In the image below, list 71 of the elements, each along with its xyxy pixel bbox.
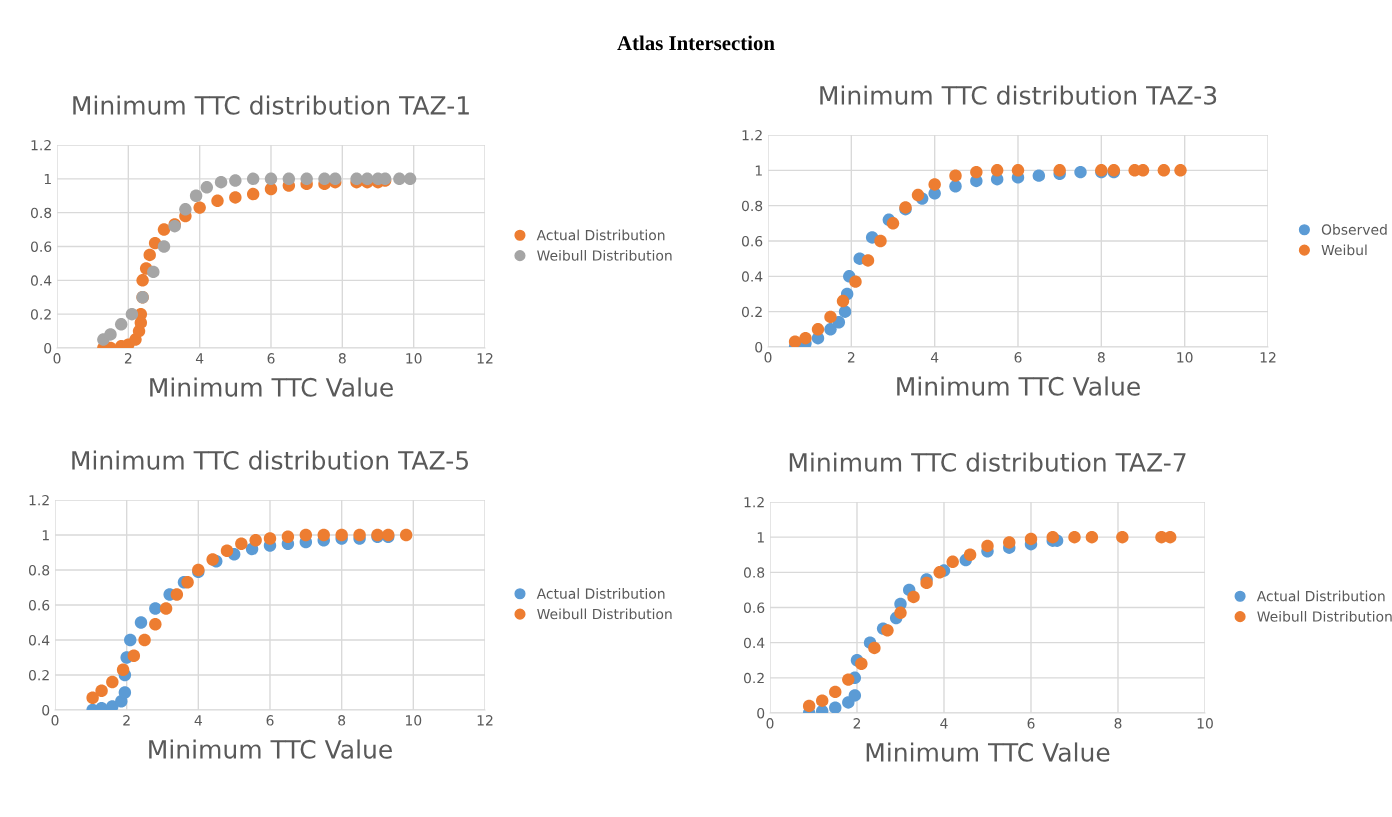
y-tick-label: 0.2 bbox=[741, 306, 762, 318]
chart-title: Minimum TTC distribution TAZ-5 bbox=[72, 450, 468, 470]
legend-label: Weibull Distribution bbox=[1257, 610, 1392, 622]
chart-title: Minimum TTC distribution TAZ-3 bbox=[820, 85, 1217, 105]
y-tick-label: 0.4 bbox=[28, 634, 50, 646]
y-tick-label: 0.4 bbox=[741, 271, 763, 282]
y-tick-label: 0.8 bbox=[741, 200, 763, 212]
x-tick-label: 6 bbox=[266, 715, 274, 726]
y-tick-label: 0.8 bbox=[30, 207, 52, 219]
legend-label: Actual Distribution bbox=[536, 588, 665, 599]
y-tick-label: 0.6 bbox=[28, 599, 50, 611]
y-tick-label: 1 bbox=[42, 530, 49, 541]
x-tick-label: 6 bbox=[1027, 718, 1035, 729]
y-tick-label: 0.8 bbox=[28, 564, 50, 576]
x-tick-label: 10 bbox=[1197, 718, 1213, 729]
x-tick-label: 2 bbox=[847, 352, 855, 363]
x-tick-label: 0 bbox=[764, 352, 772, 363]
legend-label: Actual Distribution bbox=[1256, 590, 1385, 602]
x-tick-label: 2 bbox=[124, 353, 132, 364]
y-tick-label: 0 bbox=[755, 341, 763, 353]
y-tick-label: 0.4 bbox=[743, 637, 765, 649]
x-tick-label: 10 bbox=[406, 715, 422, 726]
x-tick-label: 8 bbox=[338, 715, 346, 726]
x-tick-label: 8 bbox=[338, 353, 346, 364]
chart-title: Minimum TTC distribution TAZ-1 bbox=[73, 95, 469, 115]
x-tick-label: 12 bbox=[477, 353, 493, 364]
x-tick-label: 8 bbox=[1114, 718, 1122, 729]
y-tick-label: 0.2 bbox=[30, 309, 51, 320]
x-tick-label: 4 bbox=[194, 715, 202, 726]
y-tick-label: 1 bbox=[757, 532, 764, 543]
x-tick-label: 6 bbox=[267, 353, 275, 364]
x-tick-label: 10 bbox=[1177, 352, 1193, 363]
y-tick-label: 1 bbox=[44, 173, 51, 185]
x-tick-label: 4 bbox=[940, 718, 948, 729]
legend-label: Actual Distribution bbox=[536, 229, 665, 241]
legend-label: Weibull Distribution bbox=[537, 249, 672, 261]
y-tick-label: 0.6 bbox=[30, 241, 52, 252]
y-tick-label: 0.6 bbox=[743, 602, 765, 613]
y-tick-label: 1.2 bbox=[31, 139, 51, 151]
chart-title: Minimum TTC distribution TAZ-7 bbox=[789, 452, 1186, 472]
y-tick-label: 0.4 bbox=[30, 275, 52, 286]
y-tick-label: 1 bbox=[755, 165, 762, 176]
x-tick-label: 8 bbox=[1097, 352, 1105, 363]
y-tick-label: 0 bbox=[44, 342, 52, 354]
legend-label: Weibul bbox=[1321, 244, 1367, 256]
x-tick-label: 12 bbox=[1260, 352, 1276, 363]
x-tick-label: 0 bbox=[766, 718, 774, 729]
x-tick-label: 10 bbox=[406, 353, 422, 364]
x-tick-label: 6 bbox=[1014, 352, 1022, 363]
x-axis-title: Minimum TTC Value bbox=[150, 377, 393, 397]
x-tick-label: 0 bbox=[53, 353, 61, 364]
x-axis-title: Minimum TTC Value bbox=[897, 376, 1140, 396]
y-tick-label: 0.8 bbox=[743, 567, 765, 578]
legend-label: Weibull Distribution bbox=[537, 608, 672, 620]
legend-label: Observed bbox=[1321, 224, 1387, 235]
x-tick-label: 0 bbox=[51, 715, 59, 726]
y-tick-label: 1.2 bbox=[744, 496, 764, 508]
y-tick-label: 0.2 bbox=[28, 669, 49, 681]
x-tick-label: 4 bbox=[195, 353, 204, 364]
y-tick-label: 1.2 bbox=[29, 494, 49, 506]
text: Atlas Intersection bbox=[617, 35, 775, 51]
y-tick-label: 0 bbox=[42, 704, 50, 716]
y-tick-label: 0.2 bbox=[743, 672, 764, 684]
x-axis-title: Minimum TTC Value bbox=[149, 739, 392, 759]
y-tick-label: 1.2 bbox=[742, 129, 762, 141]
x-tick-label: 2 bbox=[853, 718, 861, 729]
x-tick-label: 4 bbox=[930, 352, 939, 363]
x-tick-label: 2 bbox=[123, 715, 130, 726]
y-tick-label: 0.6 bbox=[741, 235, 763, 247]
x-tick-label: 12 bbox=[477, 715, 493, 726]
x-axis-title: Minimum TTC Value bbox=[866, 742, 1110, 762]
